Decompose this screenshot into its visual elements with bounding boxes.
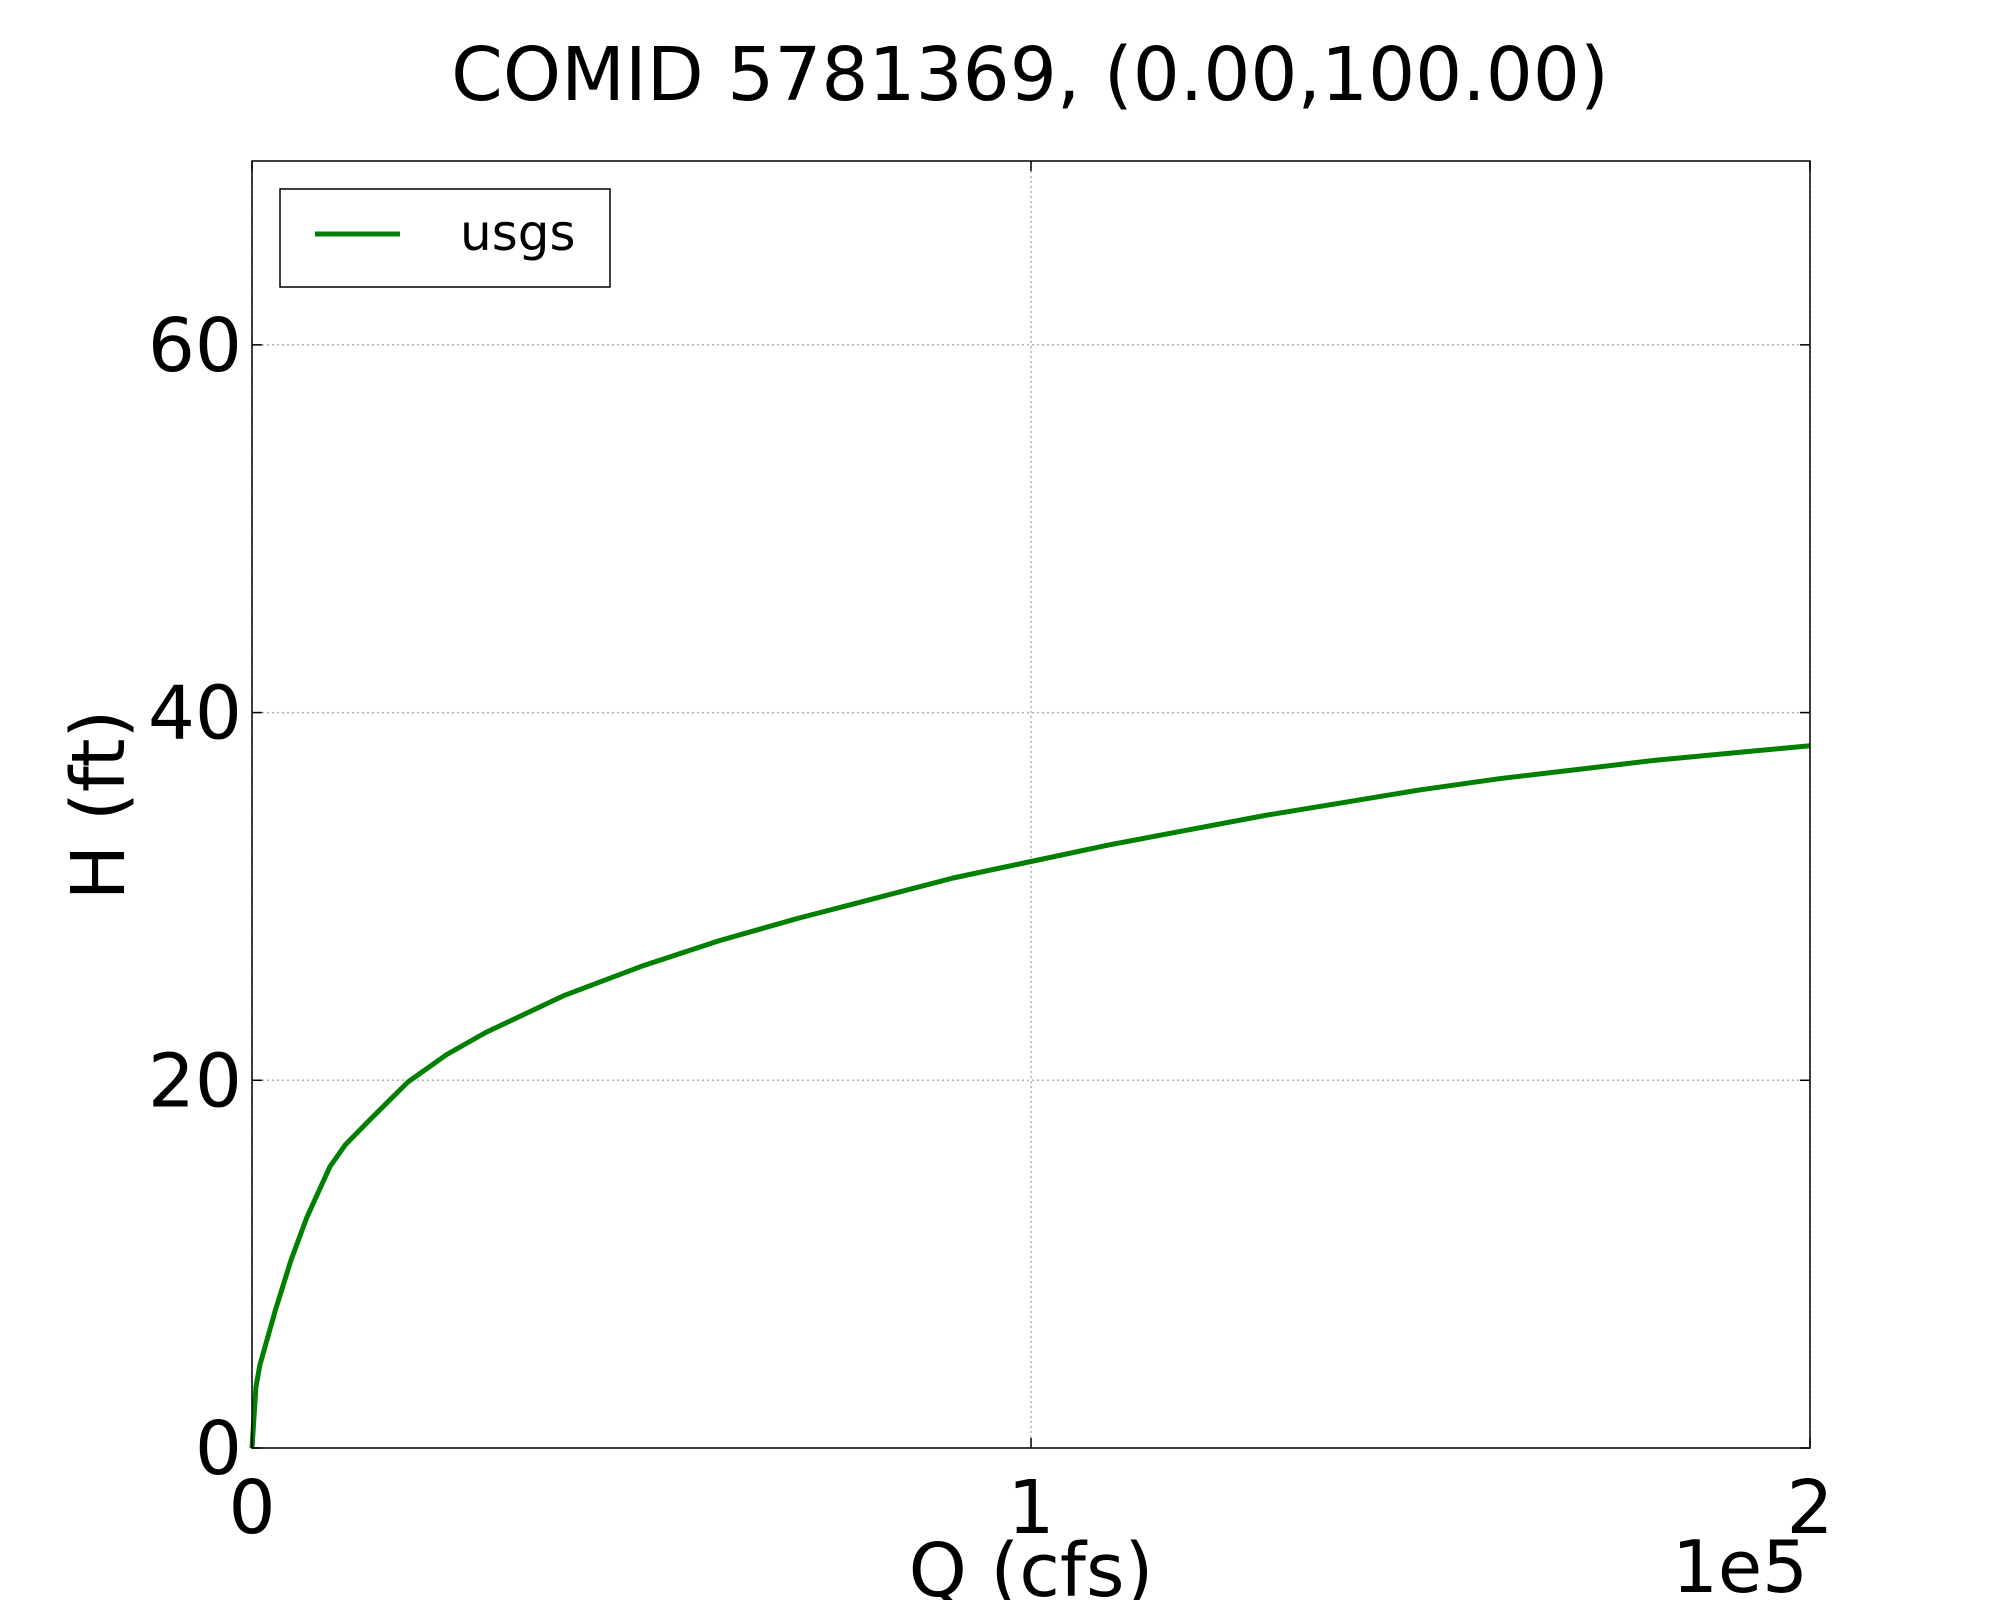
x-axis-label: Q (cfs)	[909, 1528, 1154, 1600]
x-axis-scale-label: 1e5	[1672, 1525, 1808, 1600]
x-tick-label: 2	[1786, 1465, 1833, 1551]
legend-box	[279, 188, 611, 288]
y-tick-label: 20	[148, 1038, 242, 1124]
legend: usgs	[279, 188, 611, 288]
series-line-usgs	[249, 743, 1811, 1449]
chart-title: COMID 5781369, (0.00,100.00)	[451, 32, 1609, 118]
series-layer	[249, 743, 1811, 1449]
legend-label-usgs: usgs	[460, 204, 576, 262]
y-axis-label: H (ft)	[56, 710, 142, 901]
x-tick-label: 1	[1007, 1465, 1054, 1551]
y-tick-label: 60	[148, 303, 242, 389]
y-tick-label: 40	[148, 671, 242, 757]
x-tick-label: 0	[228, 1465, 275, 1551]
y-tick-label: 0	[195, 1406, 242, 1492]
